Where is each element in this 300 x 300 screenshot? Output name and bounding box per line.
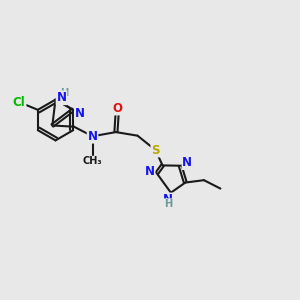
Text: N: N <box>56 91 67 104</box>
Text: N: N <box>145 165 154 178</box>
Text: N: N <box>163 194 173 206</box>
Text: H: H <box>60 88 68 98</box>
Text: N: N <box>182 156 192 169</box>
Text: Cl: Cl <box>13 96 26 109</box>
Text: S: S <box>151 144 160 157</box>
Text: N: N <box>88 130 98 143</box>
Text: O: O <box>112 102 122 115</box>
Text: CH₃: CH₃ <box>83 157 102 166</box>
Text: N: N <box>75 107 85 120</box>
Text: H: H <box>164 199 172 209</box>
